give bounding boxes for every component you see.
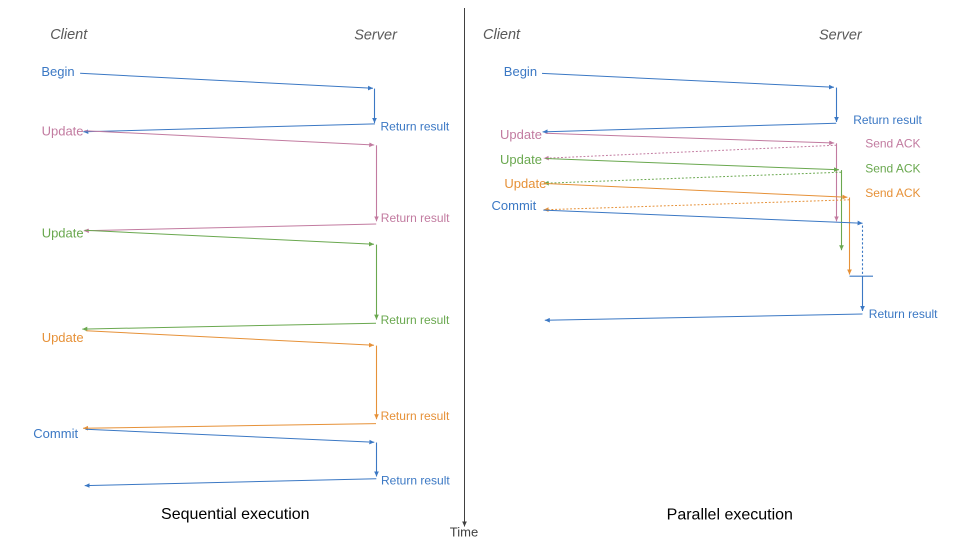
- svg-text:Update: Update: [504, 176, 546, 191]
- svg-text:Update: Update: [500, 152, 542, 167]
- svg-text:Parallel execution: Parallel execution: [667, 506, 793, 523]
- svg-text:Begin: Begin: [41, 64, 74, 79]
- svg-text:Return result: Return result: [381, 211, 450, 225]
- svg-text:Sequential execution: Sequential execution: [161, 506, 310, 523]
- svg-text:Update: Update: [42, 330, 84, 345]
- svg-text:Server: Server: [354, 27, 398, 43]
- svg-text:Client: Client: [50, 27, 88, 43]
- svg-text:Update: Update: [42, 123, 84, 138]
- svg-text:Time: Time: [450, 525, 478, 540]
- svg-text:Begin: Begin: [504, 64, 537, 79]
- svg-text:Client: Client: [483, 27, 521, 43]
- svg-text:Commit: Commit: [492, 198, 537, 213]
- svg-text:Send ACK: Send ACK: [865, 136, 920, 150]
- svg-text:Update: Update: [42, 225, 84, 240]
- svg-text:Return result: Return result: [853, 113, 922, 127]
- svg-text:Send ACK: Send ACK: [865, 186, 920, 200]
- svg-text:Return result: Return result: [381, 474, 450, 488]
- svg-text:Server: Server: [819, 27, 863, 43]
- svg-text:Return result: Return result: [381, 409, 450, 423]
- svg-text:Return result: Return result: [381, 119, 450, 133]
- svg-text:Return result: Return result: [381, 313, 450, 327]
- svg-text:Return result: Return result: [869, 307, 938, 321]
- svg-text:Commit: Commit: [33, 426, 78, 441]
- svg-text:Send ACK: Send ACK: [865, 162, 920, 176]
- svg-text:Update: Update: [500, 127, 542, 142]
